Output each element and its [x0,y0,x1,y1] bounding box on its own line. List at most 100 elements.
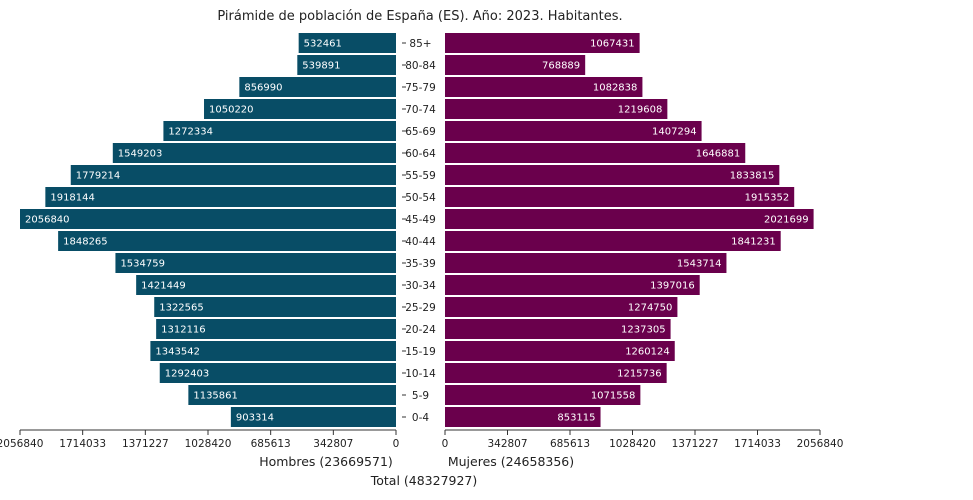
female-bar-15-19 [445,341,675,361]
age-label-75-79: 75-79 [405,82,436,94]
age-label-10-14: 10-14 [405,368,436,380]
age-label-5-9: 5-9 [412,390,429,402]
male-value-label: 1050220 [209,105,254,116]
male-value-label: 1848265 [63,237,108,248]
female-bar-75-79 [445,77,643,97]
female-tick-label: 1028420 [609,438,656,450]
male-value-label: 1549203 [118,149,163,160]
male-bar-55-59 [70,165,396,185]
age-label-40-44: 40-44 [405,236,436,248]
female-value-label: 1082838 [593,83,638,94]
male-bar-80-84 [297,55,396,75]
female-bars: 1067431 768889 1082838 1219608 1407294 164688… [445,33,814,427]
age-label-80-84: 80-84 [405,60,436,72]
female-bar-35-39 [445,253,727,273]
male-value-label: 539891 [302,61,340,72]
female-bar-20-24 [445,319,671,339]
male-value-label: 1272334 [168,127,213,138]
female-bar-70-74 [445,99,668,119]
male-value-label: 1918144 [50,193,95,204]
female-bar-45-49 [445,209,814,229]
male-bar-30-34 [136,275,396,295]
female-bar-80-84 [445,55,586,75]
age-label-55-59: 55-59 [405,170,436,182]
male-bar-20-24 [156,319,396,339]
male-tick-label: 685613 [251,438,291,450]
male-value-label: 1779214 [76,171,121,182]
female-value-label: 853115 [557,413,595,424]
male-tick-label: 342807 [313,438,353,450]
female-value-label: 1915352 [745,193,790,204]
male-bar-40-44 [58,231,397,251]
chart-title: Pirámide de población de España (ES). Añ… [217,9,622,24]
female-value-label: 1543714 [677,259,722,270]
female-tick-label: 1371227 [672,438,719,450]
male-value-label: 1343542 [155,347,200,358]
male-tick-label: 1714033 [59,438,106,450]
male-value-label: 1312116 [161,325,206,336]
male-value-label: 1292403 [165,369,210,380]
female-value-label: 1841231 [731,237,776,248]
age-label-70-74: 70-74 [405,104,436,116]
female-value-label: 1071558 [591,391,636,402]
female-axis-title: Mujeres (24658356) [448,454,574,469]
male-axis-title: Hombres (23669571) [259,454,393,469]
male-value-label: 2056840 [25,215,70,226]
female-tick-label: 0 [442,438,449,450]
male-bar-75-79 [239,77,396,97]
age-label-0-4: 0-4 [412,412,429,424]
male-value-label: 1534759 [120,259,165,270]
female-tick-label: 685613 [550,438,590,450]
age-group-labels: 85+ 80-84 75-79 70-74 65-69 60-64 55-59 50-54 45… [402,38,436,424]
male-bar-85+ [298,33,396,53]
male-tick-label: 0 [393,438,400,450]
female-x-axis: 0 342807 685613 1028420 1371227 1714033 205684… [442,429,844,450]
male-value-label: 856990 [244,83,282,94]
male-bar-35-39 [115,253,397,273]
male-x-axis: 0 342807 685613 1028420 1371227 1714033 205684… [0,429,400,450]
age-label-65-69: 65-69 [405,126,436,138]
age-label-20-24: 20-24 [405,324,436,336]
male-bar-45-49 [20,209,396,229]
male-bar-70-74 [204,99,396,119]
female-value-label: 768889 [542,61,580,72]
female-value-label: 1067431 [590,39,635,50]
female-tick-label: 342807 [487,438,527,450]
female-value-label: 1646881 [696,149,741,160]
female-bar-25-29 [445,297,678,317]
female-bar-55-59 [445,165,780,185]
female-value-label: 1274750 [628,303,673,314]
female-value-label: 1397016 [650,281,695,292]
age-label-85+: 85+ [409,38,431,50]
male-value-label: 1421449 [141,281,186,292]
male-value-label: 903314 [236,413,274,424]
female-value-label: 2021699 [764,215,809,226]
male-bar-0-4 [230,407,396,427]
female-bar-5-9 [445,385,641,405]
male-bars: 532461 539891 856990 1050220 1272334 1549203 1… [20,33,397,427]
female-bar-50-54 [445,187,795,207]
male-bar-15-19 [150,341,396,361]
male-tick-label: 2056840 [0,438,43,450]
female-tick-label: 1714033 [734,438,781,450]
male-bar-65-69 [163,121,396,141]
female-bar-30-34 [445,275,700,295]
female-bar-85+ [445,33,640,53]
female-value-label: 1833815 [730,171,775,182]
age-label-50-54: 50-54 [405,192,436,204]
male-bar-5-9 [188,385,396,405]
age-label-45-49: 45-49 [405,214,436,226]
female-bar-0-4 [445,407,601,427]
male-tick-label: 1371227 [122,438,169,450]
female-bar-40-44 [445,231,781,251]
age-label-30-34: 30-34 [405,280,436,292]
age-label-60-64: 60-64 [405,148,436,160]
male-value-label: 1322565 [159,303,204,314]
age-label-15-19: 15-19 [405,346,436,358]
female-bar-60-64 [445,143,746,163]
male-bar-10-14 [159,363,396,383]
female-tick-label: 2056840 [797,438,844,450]
female-value-label: 1215736 [617,369,662,380]
female-bar-10-14 [445,363,667,383]
